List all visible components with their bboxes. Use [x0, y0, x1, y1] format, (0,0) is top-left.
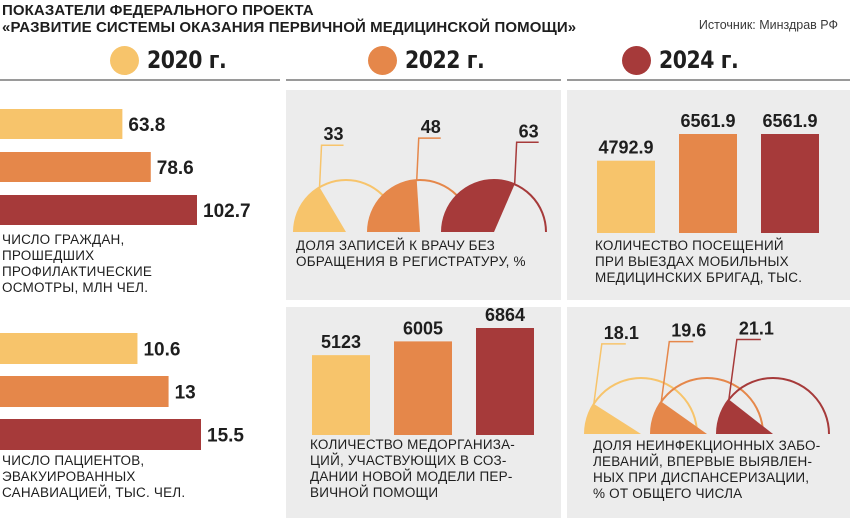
bar-2024: [476, 328, 534, 435]
data-label-2024: 21.1: [739, 319, 774, 339]
data-label-2020: 18.1: [604, 323, 639, 343]
bar-2024: [761, 134, 819, 233]
chart-panel-mobile-visits: 4792.9 6561.9 6561.9 КОЛИЧЕСТВО ПОСЕЩЕНИЙ …: [567, 90, 850, 300]
chart-caption: ЧИСЛО ПАЦИЕНТОВ, ЭВАКУИРОВАННЫХ САНАВИАЦ…: [2, 453, 186, 500]
legend-swatch-2020: [110, 45, 139, 75]
gauge-sector-2020: [585, 403, 641, 434]
bar-2022: [0, 376, 169, 407]
legend-swatch-2024: [622, 45, 651, 75]
leader-line-2022: [415, 137, 441, 181]
bar-2022: [394, 341, 452, 435]
chart-disease-detection: 18.1 19.6 21.1: [584, 319, 830, 435]
bar-2022: [679, 134, 737, 233]
page-title-line-1: ПОКАЗАТЕЛИ ФЕДЕРАЛЬНОГО ПРОЕКТА: [2, 2, 314, 19]
page-title-line-2: «РАЗВИТИЕ СИСТЕМЫ ОКАЗАНИЯ ПЕРВИЧНОЙ МЕД…: [2, 19, 577, 36]
bar-2024: [0, 195, 197, 225]
chart-caption: ДОЛЯ ЗАПИСЕЙ К ВРАЧУ БЕЗ ОБРАЩЕНИЯ В РЕГ…: [296, 238, 526, 269]
legend-item-2024: 2024 г.: [622, 45, 752, 75]
chart-panel-disease-detection: 18.1 19.6 21.1 ДОЛЯ НЕИНФЕКЦИОННЫХ ЗАБО- Л…: [567, 307, 850, 518]
data-label-2020: 10.6: [143, 340, 180, 361]
gauge-sector-2024: [442, 180, 515, 232]
data-label-2024: 102.7: [203, 201, 251, 222]
data-label-2022: 6005: [403, 318, 443, 338]
chart-caption: КОЛИЧЕСТВО МЕДОРГАНИЗА- ЦИЙ, УЧАСТВУЮЩИХ…: [310, 437, 515, 500]
legend: 2020 г. 2022 г. 2024 г.: [0, 45, 850, 81]
chart-caption: ЧИСЛО ГРАЖДАН, ПРОШЕДШИХ ПРОФИЛАКТИЧЕСКИ…: [2, 232, 153, 295]
data-label-2022: 6561.9: [680, 111, 735, 131]
data-label-2022: 13: [175, 383, 196, 404]
gauge-sector-2024: [717, 399, 773, 434]
chart-caption: ДОЛЯ НЕИНФЕКЦИОННЫХ ЗАБО- ЛЕВАНИЙ, ВПЕРВ…: [593, 438, 821, 501]
page-title: ПОКАЗАТЕЛИ ФЕДЕРАЛЬНОГО ПРОЕКТА «РАЗВИТИ…: [2, 2, 576, 36]
leader-line-2024: [728, 338, 761, 400]
chart-air-ambulance: 10.6 13 15.5: [0, 333, 244, 450]
leader-line-2020: [318, 144, 344, 188]
chart-medical-organizations: 5123 6005 6864: [312, 307, 534, 435]
data-label-2022: 19.6: [671, 321, 706, 341]
leader-line-2024: [513, 141, 539, 185]
data-label-2024: 6864: [485, 307, 525, 325]
source-note: Источник: Минздрав РФ: [698, 18, 838, 32]
data-label-2024: 6561.9: [762, 111, 817, 131]
data-label-2020: 4792.9: [598, 138, 653, 158]
bar-2020: [597, 160, 655, 233]
data-label-2022: 78.6: [157, 158, 194, 179]
chart-online-booking: 33 48 63: [293, 117, 547, 233]
legend-label-2020: 2020 г.: [147, 46, 227, 74]
chart-panel-online-booking: 33 48 63 ДОЛЯ ЗАПИСЕЙ К ВРАЧУ БЕЗ ОБРАЩЕНИ…: [286, 90, 561, 300]
gauge-sector-2022: [651, 401, 707, 434]
chart-caption: КОЛИЧЕСТВО ПОСЕЩЕНИЙ ПРИ ВЫЕЗДАХ МОБИЛЬН…: [595, 238, 803, 285]
chart-checkups: 63.8 78.6 102.7: [0, 109, 251, 225]
leader-line-2020: [593, 343, 626, 404]
bar-2020: [312, 355, 370, 435]
legend-swatch-2022: [368, 45, 397, 75]
data-label-2020: 63.8: [128, 115, 165, 136]
bar-2024: [0, 419, 201, 450]
gauge-sector-2020: [294, 187, 346, 232]
data-label-2022: 48: [421, 117, 441, 137]
legend-divider: [567, 79, 850, 81]
header: ПОКАЗАТЕЛИ ФЕДЕРАЛЬНОГО ПРОЕКТА «РАЗВИТИ…: [0, 0, 850, 42]
chart-panel-checkups: 63.8 78.6 102.7 ЧИСЛО ГРАЖДАН, ПРОШЕДШИХ П…: [0, 90, 280, 300]
legend-divider: [286, 79, 561, 81]
data-label-2024: 15.5: [207, 426, 244, 447]
chart-mobile-visits: 4792.9 6561.9 6561.9: [597, 111, 819, 233]
leader-line-2022: [660, 340, 694, 402]
chart-panel-air-ambulance: 10.6 13 15.5 ЧИСЛО ПАЦИЕНТОВ, ЭВАКУИРОВАНН…: [0, 307, 280, 518]
chart-panel-medical-organizations: 5123 6005 6864 КОЛИЧЕСТВО МЕДОРГАНИЗА- ЦИЙ…: [286, 307, 561, 518]
legend-divider: [0, 79, 280, 81]
data-label-2024: 63: [519, 121, 539, 141]
bar-2020: [0, 109, 123, 139]
legend-label-2022: 2022 г.: [405, 46, 485, 74]
bar-2022: [0, 152, 151, 182]
data-label-2020: 33: [324, 124, 344, 144]
legend-item-2022: 2022 г.: [368, 45, 498, 75]
gauge-sector-2022: [368, 180, 420, 232]
bar-2020: [0, 333, 138, 364]
legend-item-2020: 2020 г.: [110, 45, 240, 75]
legend-label-2024: 2024 г.: [659, 46, 739, 74]
data-label-2020: 5123: [321, 332, 361, 352]
